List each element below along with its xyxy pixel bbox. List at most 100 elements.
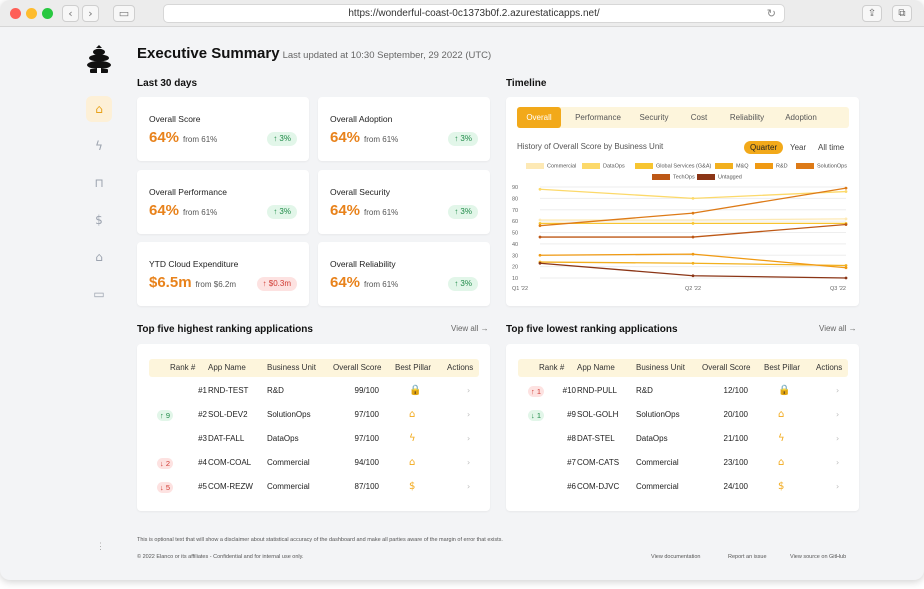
tab-security[interactable]: Security xyxy=(639,113,669,122)
chevron-right-icon[interactable]: › xyxy=(836,434,840,443)
legend-entry: SolutionOps xyxy=(796,163,847,169)
data-point xyxy=(691,274,695,278)
data-point xyxy=(844,276,848,280)
chevron-right-icon[interactable]: › xyxy=(467,434,471,443)
kpi-label: YTD Cloud Expenditure xyxy=(149,259,239,269)
rank-cell: #6 xyxy=(567,482,576,491)
y-tick-label: 30 xyxy=(512,253,518,259)
period-year[interactable]: Year xyxy=(790,143,807,152)
legend-label: DataOps xyxy=(603,163,625,170)
kpi-value-number: 64% xyxy=(330,202,361,219)
table-row[interactable]: ↓ 2 #4 COM-COAL Commercial 94/100 ⌂ › xyxy=(149,451,479,475)
low-apps-title: Top five lowest ranking applications xyxy=(506,324,678,335)
score-cell: 20/100 xyxy=(723,410,748,419)
kpi-value-number: $6.5m xyxy=(149,274,192,291)
business-unit-cell: DataOps xyxy=(636,434,668,443)
kpi-value: 64% from 61% xyxy=(330,129,398,146)
score-cell: 12/100 xyxy=(723,386,748,395)
table-row[interactable]: ↓ 5 #5 COM-REZW Commercial 87/100 $ › xyxy=(149,475,479,499)
share-icon[interactable]: ⇪ xyxy=(862,5,882,22)
legend-label: SolutionOps xyxy=(817,163,847,170)
table-row[interactable]: #3 DAT-FALL DataOps 97/100 ϟ › xyxy=(149,427,479,451)
data-point xyxy=(691,252,695,256)
low-apps-view-all-link[interactable]: View all → xyxy=(819,324,857,333)
minimize-window-button[interactable] xyxy=(26,8,37,19)
score-cell: 21/100 xyxy=(723,434,748,443)
table-row[interactable]: #7 COM-CATS Commercial 23/100 ⌂ › xyxy=(518,451,848,475)
score-cell: 87/100 xyxy=(354,482,379,491)
kpi-card: Overall Adoption 64% from 61% ↑ 3% xyxy=(318,97,490,161)
sidebar-adoption-icon[interactable]: ⌂ xyxy=(95,250,103,264)
kpi-value-number: 64% xyxy=(330,274,361,291)
tab-reliability[interactable]: Reliability xyxy=(729,113,765,122)
report-issue-link[interactable]: Report an issue xyxy=(728,554,767,560)
zoom-window-button[interactable] xyxy=(42,8,53,19)
business-unit-cell: Commercial xyxy=(636,458,679,467)
table-row[interactable]: #1 RND-TEST R&D 99/100 🔒 › xyxy=(149,379,479,403)
app-name-cell: DAT-FALL xyxy=(208,434,245,443)
score-cell: 97/100 xyxy=(354,410,379,419)
column-header: Rank # xyxy=(539,363,565,372)
data-point xyxy=(691,261,695,265)
address-bar[interactable]: https://wonderful-coast-0c1373b0f.2.azur… xyxy=(163,4,785,23)
chevron-right-icon[interactable]: › xyxy=(836,458,840,467)
tab-adoption[interactable]: Adoption xyxy=(785,113,817,122)
tabs-overview-icon[interactable]: ⧉ xyxy=(892,5,912,22)
business-unit-cell: Commercial xyxy=(267,482,310,491)
rank-change-badge: ↓ 5 xyxy=(157,482,174,493)
tab-performance[interactable]: Performance xyxy=(575,113,621,122)
table-row[interactable]: ↓ 1 #9 SOL-GOLH SolutionOps 20/100 ⌂ › xyxy=(518,403,848,427)
kpi-change-badge: ↑ 3% xyxy=(448,277,478,291)
app-name-cell: COM-CATS xyxy=(577,458,620,467)
chevron-right-icon[interactable]: › xyxy=(467,458,471,467)
chevron-right-icon[interactable]: › xyxy=(467,386,471,395)
timeline-tabs: Overall Performance Security Cost Reliabilit… xyxy=(517,107,849,128)
tab-overall[interactable]: Overall xyxy=(517,107,561,128)
close-window-button[interactable] xyxy=(10,8,21,19)
sidebar-reports-icon[interactable]: ▭ xyxy=(93,287,105,301)
more-options-icon[interactable]: ⋮ xyxy=(96,541,105,551)
top-apps-view-all-link[interactable]: View all → xyxy=(451,324,489,333)
legend-entry: Commercial xyxy=(526,163,576,169)
reload-icon[interactable]: ↻ xyxy=(766,7,776,20)
rank-cell: #3 xyxy=(198,434,207,443)
table-row[interactable]: #8 DAT-STEL DataOps 21/100 ϟ › xyxy=(518,427,848,451)
forward-icon[interactable]: › xyxy=(82,5,99,22)
sidebar-cost-icon[interactable]: $ xyxy=(95,213,103,227)
kpi-previous-value: from 61% xyxy=(364,208,399,217)
score-cell: 24/100 xyxy=(723,482,748,491)
legend-entry: Global Services (G&A) xyxy=(635,163,711,169)
dollar-icon: $ xyxy=(778,481,785,492)
tab-cost[interactable]: Cost xyxy=(690,113,708,122)
sidebar-security-icon[interactable]: ⊓ xyxy=(94,176,104,190)
period-quarter[interactable]: Quarter xyxy=(744,141,784,154)
chevron-right-icon[interactable]: › xyxy=(836,482,840,491)
table-row[interactable]: #6 COM-DJVC Commercial 24/100 $ › xyxy=(518,475,848,499)
legend-label: M&Q xyxy=(736,163,749,170)
chevron-right-icon[interactable]: › xyxy=(836,410,840,419)
kpi-label: Overall Adoption xyxy=(330,114,393,124)
sidebar-home-icon[interactable]: ⌂ xyxy=(86,96,112,122)
kpi-value: 64% from 61% xyxy=(330,202,398,219)
x-tick-label: Q1 '22 xyxy=(512,286,528,292)
period-all-time[interactable]: All time xyxy=(818,143,845,152)
rank-cell: #9 xyxy=(567,410,576,419)
score-cell: 97/100 xyxy=(354,434,379,443)
page-title: Executive Summary Last updated at 10:30 S… xyxy=(137,45,491,62)
legend-swatch xyxy=(582,163,600,169)
rank-change-badge: ↑ 1 xyxy=(528,386,545,397)
bolt-icon: ϟ xyxy=(778,433,785,444)
chevron-right-icon[interactable]: › xyxy=(467,482,471,491)
table-row[interactable]: ↑ 1 #10 RND-PULL R&D 12/100 🔒 › xyxy=(518,379,848,403)
top_apps-table-header: Rank # App Name Business Unit Overall Score… xyxy=(149,359,479,377)
chevron-right-icon[interactable]: › xyxy=(836,386,840,395)
table-row[interactable]: ↑ 9 #2 SOL-DEV2 SolutionOps 97/100 ⌂ › xyxy=(149,403,479,427)
back-icon[interactable]: ‹ xyxy=(62,5,79,22)
app-name-cell: SOL-DEV2 xyxy=(208,410,248,419)
sidebar-toggle-icon[interactable]: ▭ xyxy=(113,5,135,22)
sidebar-performance-icon[interactable]: ϟ xyxy=(95,139,103,153)
view-documentation-link[interactable]: View documentation xyxy=(651,554,701,560)
view-source-link[interactable]: View source on GitHub xyxy=(790,554,847,560)
chevron-right-icon[interactable]: › xyxy=(467,410,471,419)
bolt-icon: ϟ xyxy=(409,433,416,444)
